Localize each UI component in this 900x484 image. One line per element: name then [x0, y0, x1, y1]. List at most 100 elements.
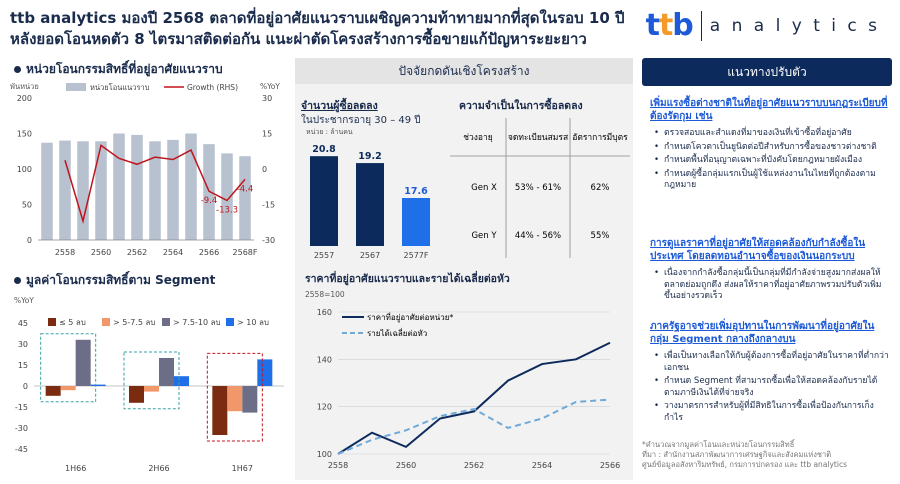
x-tick-label: 2577F: [404, 251, 429, 260]
table-cell-geny: Gen Y: [471, 231, 497, 241]
y-tick-label: -15: [15, 403, 28, 412]
table-header-marriage: จดทะเบียนสมรส: [508, 132, 569, 143]
segment-bar: [144, 386, 159, 392]
x-tick-label: 2562: [127, 248, 147, 257]
segment-legend-swatch: [48, 318, 56, 326]
highlight-box: [40, 333, 97, 403]
bar-transfer-units: [221, 153, 233, 240]
growth-data-label: -4.4: [237, 184, 254, 194]
bar-transfer-units: [95, 141, 107, 240]
y-tick-label: 0: [23, 382, 28, 391]
note-line: *คำนวณจากมูลค่าโอนและหน่วยโอนกรรมสิทธิ์: [642, 440, 795, 449]
bar-transfer-units: [185, 133, 197, 240]
population-data-label: 20.8: [312, 144, 336, 155]
bar-transfer-units: [167, 139, 179, 240]
x-tick-label: 2564: [532, 461, 552, 470]
note-line: ที่มา : สำนักงานสภาพัฒนาการเศรษฐกิจและสั…: [642, 450, 832, 459]
y-tick-label: 100: [17, 165, 32, 174]
y-tick-label: 100: [317, 450, 332, 459]
y-tick-label: 140: [317, 355, 332, 364]
section2-item: เนื่องจากกำลังซื้อกลุ่มนี้เป็นกลุ่มที่มี…: [650, 268, 890, 303]
right-axis-unit: %YoY: [260, 82, 280, 91]
segment-heading-text: มูลค่าโอนกรรมสิทธิ์ตาม Segment: [26, 273, 216, 287]
x-tick-label: 2566: [600, 461, 620, 470]
growth-line: [64, 144, 246, 224]
section3-list: เพื่อเป็นทางเลือกให้กับผู้ต้องการซื้อที่…: [650, 351, 890, 426]
highlight-box: [123, 351, 180, 410]
x-tick-label: 2558: [55, 248, 75, 257]
table-cell-geny-fertility: 55%: [591, 231, 610, 241]
bar-transfer-units: [41, 142, 53, 240]
table-header-fertility: อัตราการมีบุตร: [572, 132, 628, 143]
section1-item: กำหนดผู้ซื้อกลุ่มแรกเป็นผู้ใช้แหล่งงานใน…: [650, 169, 890, 192]
segment-bar: [129, 386, 144, 403]
section1-item: กำหนดโควตาเป็นยูนิตต่อปีสำหรับการซื้อของ…: [650, 142, 890, 154]
section2-list: เนื่องจากกำลังซื้อกลุ่มนี้เป็นกลุ่มที่มี…: [650, 268, 890, 305]
bar-transfer-units: [239, 156, 251, 240]
x-tick-label: 2567: [360, 251, 380, 260]
income-line: [337, 398, 611, 455]
segment-legend-swatch: [102, 318, 110, 326]
segment-bar: [90, 384, 106, 386]
population-title: จำนวนผู้ซื้อลดลง: [301, 100, 378, 112]
table-cell-genx: Gen X: [471, 183, 497, 193]
section1-item: ตรวจสอบและสำแดงที่มาของเงินที่เข้าซื้อที…: [650, 128, 890, 140]
y2-tick-label: 0: [262, 165, 267, 174]
segment-bar: [75, 339, 91, 386]
bar-transfer-units: [77, 141, 89, 240]
population-bar: [402, 198, 430, 246]
price-income-unit: 2558=100: [305, 290, 345, 299]
segment-bar: [45, 386, 61, 396]
segment-bar: [212, 386, 228, 435]
y-tick-label: 45: [18, 319, 28, 328]
x-tick-label: 2560: [91, 248, 111, 257]
x-tick-label: 2566: [199, 248, 219, 257]
legend-bar-label: หน่วยโอนแนวราบ: [90, 83, 150, 92]
segment-legend-swatch: [226, 318, 234, 326]
y-tick-label: 15: [18, 361, 28, 370]
transfer-units-heading-text: หน่วยโอนกรรมสิทธิ์ที่อยู่อาศัยแนวราบ: [26, 62, 223, 76]
population-subtitle: ในประชากรอายุ 30 – 49 ปี: [301, 115, 421, 126]
y2-tick-label: 30: [262, 94, 272, 103]
segment-bar: [242, 386, 258, 413]
bar-transfer-units: [149, 141, 161, 240]
x-tick-label: 2564: [163, 248, 183, 257]
segment-bar: [159, 358, 174, 386]
y-tick-label: 200: [17, 94, 32, 103]
population-chart: 20.8 2557 19.2 2567 17.6 2577F: [310, 144, 430, 260]
price-line: [337, 341, 611, 455]
segment-bar: [257, 359, 273, 386]
y-tick-label: 120: [317, 403, 332, 412]
page-title: ttb analytics มองปี 2568 ตลาดที่อยู่อาศั…: [10, 9, 625, 48]
highlight-box: [206, 352, 263, 442]
y-tick-label: 30: [18, 340, 28, 349]
x-tick-label: 2568F: [233, 248, 258, 257]
y-tick-label: 150: [17, 130, 32, 139]
ttb-analytics-logo: ttb a n a l y t i c s: [646, 8, 880, 43]
table-cell-geny-marriage: 44% - 56%: [515, 231, 561, 241]
bullet-icon: [14, 277, 21, 284]
section3-item: กำหนด Segment ที่สามารถซื้อเพื่อให้สอดคล…: [650, 376, 890, 399]
section1-list: ตรวจสอบและสำแดงที่มาของเงินที่เข้าซื้อที…: [650, 128, 890, 194]
adaptation-header: แนวทางปรับตัว: [642, 58, 892, 86]
x-tick-label: 2558: [328, 461, 348, 470]
segment-legend-label: ≤ 5 ลบ: [59, 318, 86, 327]
logo-divider: [700, 10, 702, 41]
growth-data-label: -13.3: [216, 205, 238, 215]
legend-price-label: ราคาที่อยู่อาศัยต่อหน่วย*: [367, 311, 453, 323]
population-bar: [356, 163, 384, 246]
necessity-title: ความจำเป็นในการซื้อลดลง: [459, 100, 583, 112]
ttb-logo-mark: ttb: [645, 8, 694, 43]
population-unit: หน่วย : ล้านคน: [306, 128, 353, 136]
y2-tick-label: -15: [262, 201, 275, 210]
y-tick-label: 0: [27, 236, 32, 245]
y-tick-label: 50: [22, 201, 32, 210]
segment-value-chart: %YoY ≤ 5 ลบ > 5-7.5 ลบ > 7.5-10 ลบ > 10 ลบ -…: [14, 296, 284, 473]
bullet-icon: [14, 66, 21, 73]
transfer-units-heading: หน่วยโอนกรรมสิทธิ์ที่อยู่อาศัยแนวราบ: [14, 60, 223, 79]
left-axis-unit: พันหน่วย: [10, 82, 39, 91]
note-line: ศูนย์ข้อมูลอสังหาริมทรัพย์, กรมการปกครอง…: [642, 460, 847, 469]
y-tick-label: -30: [15, 424, 28, 433]
legend-line-label: Growth (RHS): [187, 83, 238, 92]
section2-title: การดูแลราคาที่อยู่อาศัยให้สอดคล้องกับกำล…: [650, 238, 866, 262]
